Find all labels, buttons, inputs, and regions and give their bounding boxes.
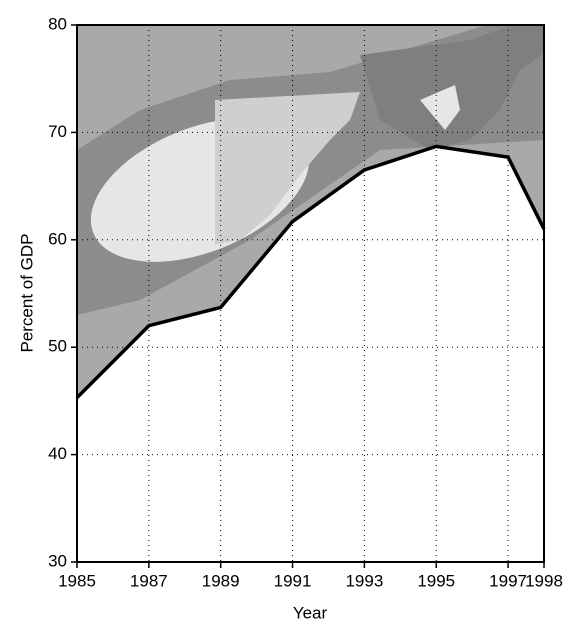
x-tick-label: 1985 <box>58 571 96 590</box>
plot-frame <box>76 24 545 563</box>
x-tick-label: 1991 <box>274 571 312 590</box>
data-line <box>75 144 546 399</box>
y-tick-label: 30 <box>48 551 67 570</box>
x-tick-label: 1989 <box>202 571 240 590</box>
y-tick-label: 70 <box>48 122 67 141</box>
y-tick-label: 60 <box>48 229 67 248</box>
y-tick-label: 50 <box>48 337 67 356</box>
x-tick-label: 1998 <box>525 571 563 590</box>
decoration <box>77 25 544 398</box>
x-tick-label: 1993 <box>345 571 383 590</box>
x-tick-label: 1997 <box>489 571 527 590</box>
x-tick-label: 1995 <box>417 571 455 590</box>
y-tick-label: 80 <box>48 14 67 33</box>
y-tick-label: 40 <box>48 444 67 463</box>
y-axis-label: Percent of GDP <box>17 233 36 352</box>
x-axis-label: Year <box>293 603 328 622</box>
x-tick-label: 1987 <box>130 571 168 590</box>
